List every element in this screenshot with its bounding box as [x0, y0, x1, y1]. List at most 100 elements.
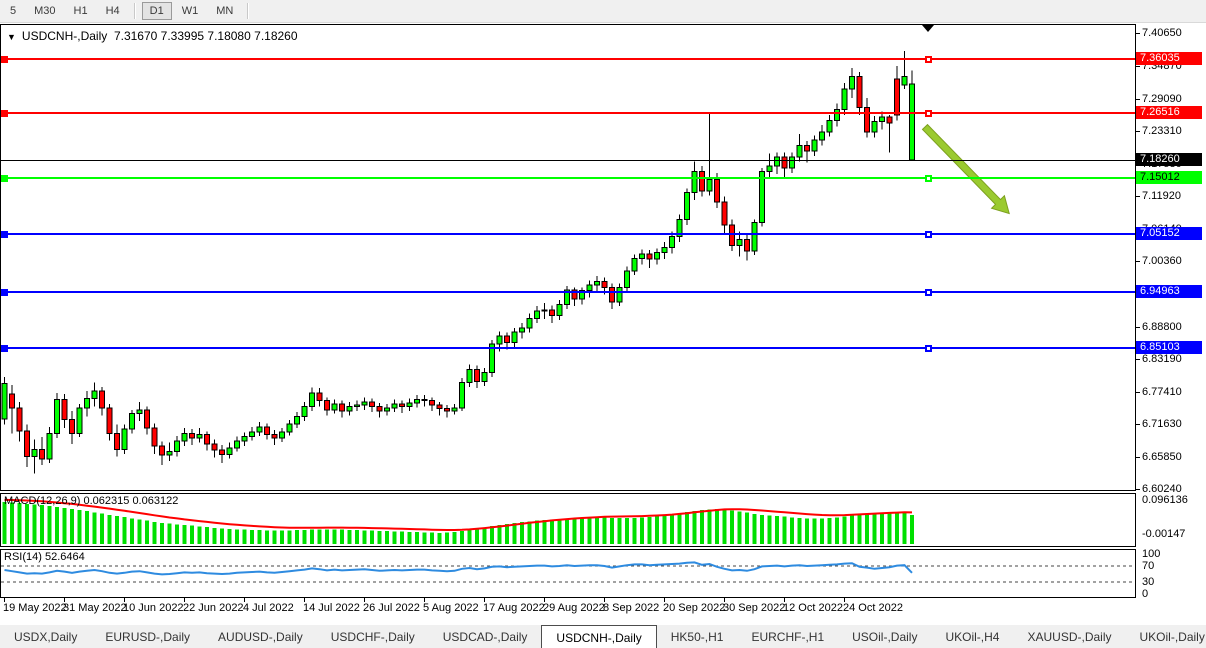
candle	[301, 405, 308, 418]
candle	[234, 440, 240, 449]
candle	[601, 281, 608, 288]
rsi-axis-label: 100	[1142, 548, 1161, 560]
level-handle[interactable]	[1, 56, 8, 64]
level-handle[interactable]	[925, 56, 932, 64]
date-label: 19 May 2022	[3, 602, 67, 614]
rsi-label: RSI(14) 52.6464	[4, 551, 85, 563]
timeframe-button-mn[interactable]: MN	[216, 5, 234, 17]
candle	[384, 407, 390, 412]
date-tick	[64, 598, 65, 602]
candle	[31, 448, 38, 457]
candles	[1, 50, 915, 474]
date-tick	[304, 598, 305, 602]
candle	[429, 400, 435, 406]
level-line-7.05152[interactable]	[1, 233, 1135, 236]
chart-dropdown-icon[interactable]: ▼	[7, 32, 16, 42]
date-label: 22 Jun 2022	[183, 602, 244, 614]
tab-usdcnh-daily[interactable]: USDCNH-,Daily	[541, 625, 657, 648]
level-line-6.85103[interactable]	[1, 346, 1135, 349]
chart-shift-marker-icon	[922, 25, 934, 32]
candle	[16, 407, 23, 432]
candle	[766, 165, 773, 173]
level-line-7.26516[interactable]	[1, 112, 1135, 115]
price-axis-label: 7.00360	[1142, 255, 1182, 268]
candle	[901, 75, 908, 86]
candle	[331, 403, 338, 411]
candle	[819, 131, 825, 141]
candle	[894, 78, 900, 116]
price-axis-label: 6.83190	[1142, 352, 1182, 365]
candle	[421, 399, 428, 402]
macd-value-signal: 0.063122	[132, 495, 179, 507]
candle	[564, 289, 570, 305]
candle	[804, 145, 810, 152]
level-line-6.94963[interactable]	[1, 291, 1135, 294]
candle	[399, 403, 405, 407]
level-line-7.15012[interactable]	[1, 177, 1135, 180]
candle	[751, 222, 758, 252]
candle	[159, 445, 165, 456]
candle	[361, 401, 368, 406]
timeframe-button-h4[interactable]: H4	[105, 5, 120, 17]
timeframe-button-d1[interactable]: D1	[141, 2, 172, 20]
level-handle[interactable]	[1, 231, 8, 239]
candle	[466, 369, 473, 384]
level-handle[interactable]	[1, 344, 8, 352]
tab-xauusd-daily[interactable]: XAUUSD-,Daily	[1027, 630, 1112, 644]
tab-ukoil-daily[interactable]: UKOil-,Daily	[1139, 630, 1205, 644]
tab-audusd-daily[interactable]: AUDUSD-,Daily	[218, 630, 303, 644]
candle	[811, 139, 818, 152]
price-chart-panel[interactable]	[0, 24, 1136, 491]
date-tick	[484, 598, 485, 602]
candle	[54, 399, 60, 435]
price-axis-dash	[1136, 261, 1140, 263]
price-level-badge: 7.18260	[1136, 152, 1202, 166]
candle	[886, 116, 893, 124]
timeframe-button-h1[interactable]: H1	[73, 5, 88, 17]
candle	[211, 443, 218, 451]
candle	[654, 252, 660, 260]
date-label: 12 Oct 2022	[783, 602, 843, 614]
tab-usoil-daily[interactable]: USOil-,Daily	[852, 630, 918, 644]
candle	[841, 88, 848, 110]
tab-hk50-h1[interactable]: HK50-,H1	[670, 630, 724, 644]
candle	[76, 407, 83, 435]
date-label: 31 May 2022	[63, 602, 127, 614]
tab-usdchf-daily[interactable]: USDCHF-,Daily	[330, 630, 415, 644]
tab-eurusd-daily[interactable]: EURUSD-,Daily	[105, 630, 191, 644]
candle	[684, 192, 690, 220]
candle	[1, 383, 8, 420]
candle	[496, 335, 503, 345]
rsi-axis-label: 30	[1142, 576, 1155, 588]
candle	[256, 426, 263, 433]
candle	[594, 281, 600, 286]
level-line-7.36035[interactable]	[1, 58, 1135, 61]
candle	[39, 448, 45, 460]
level-handle[interactable]	[1, 110, 8, 118]
level-handle[interactable]	[925, 175, 932, 183]
macd-axis-min: -0.00147	[1142, 528, 1186, 540]
level-handle[interactable]	[925, 289, 932, 297]
timeframe-button-5[interactable]: 5	[10, 5, 17, 17]
tab-usdx-daily[interactable]: USDX,Daily	[14, 630, 78, 644]
level-handle[interactable]	[1, 175, 8, 183]
level-handle[interactable]	[1, 289, 8, 297]
level-handle[interactable]	[925, 231, 932, 239]
timeframe-button-w1[interactable]: W1	[181, 5, 199, 17]
candle	[826, 120, 833, 133]
chart-title: ▼ USDCNH-,Daily 7.31670 7.33995 7.18080 7…	[7, 29, 298, 43]
price-axis-dash	[1136, 457, 1140, 459]
tab-usdcad-daily[interactable]: USDCAD-,Daily	[442, 630, 528, 644]
candle	[549, 309, 555, 317]
candle	[759, 171, 765, 224]
down-arrow-annotation[interactable]	[921, 123, 1010, 215]
tab-ukoil-h4[interactable]: UKOil-,H4	[945, 630, 1000, 644]
price-level-badge: 7.05152	[1136, 227, 1202, 241]
timeframe-button-m30[interactable]: M30	[34, 5, 56, 17]
tab-eurchf-h1[interactable]: EURCHF-,H1	[751, 630, 825, 644]
price-axis-dash	[1136, 33, 1140, 34]
level-handle[interactable]	[925, 110, 932, 118]
price-level-badge: 6.85103	[1136, 340, 1202, 354]
level-handle[interactable]	[925, 344, 932, 352]
date-label: 26 Jul 2022	[363, 602, 420, 614]
